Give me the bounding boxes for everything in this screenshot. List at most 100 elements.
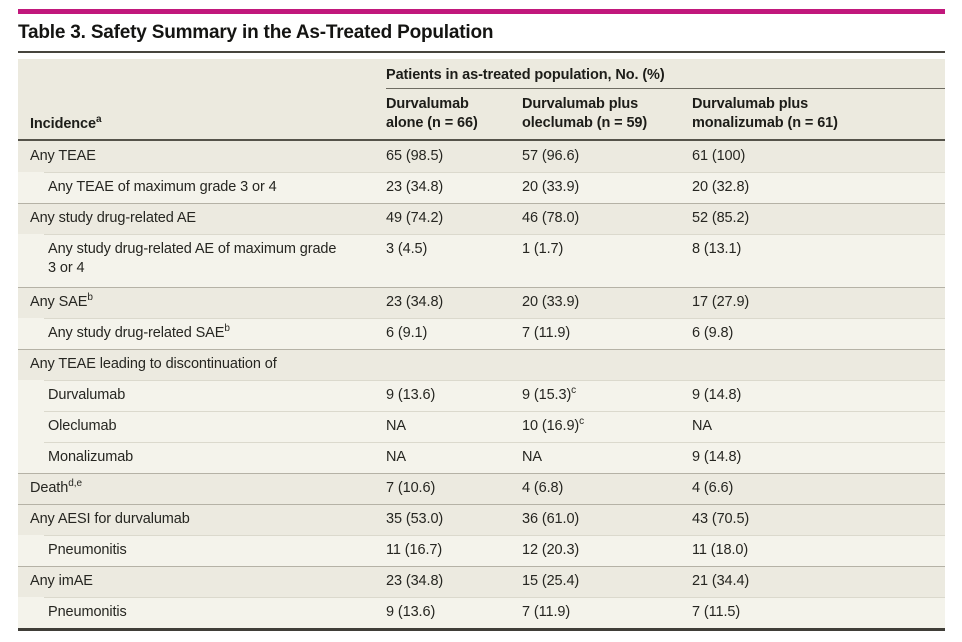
row-label: Any study drug-related AE	[30, 210, 196, 226]
cell: 20 (33.9)	[522, 294, 580, 310]
title-rule	[18, 51, 945, 53]
cell: 52 (85.2)	[692, 210, 750, 226]
footnote-marker: c	[571, 385, 577, 397]
cell: 9 (14.8)	[692, 387, 742, 403]
table-row: Any study drug-related AE 49 (74.2) 46 (…	[18, 203, 945, 234]
cell: 23 (34.8)	[386, 294, 444, 310]
table-row: Monalizumab NA NA 9 (14.8)	[18, 442, 945, 473]
table-body: Any TEAE 65 (98.5) 57 (96.6) 61 (100) An…	[18, 141, 945, 631]
cell: 7 (11.9)	[522, 604, 571, 620]
table-row: Any study drug-related AE of maximum gra…	[18, 234, 945, 287]
row-label: Durvalumab	[48, 387, 126, 403]
cell: 65 (98.5)	[386, 148, 444, 164]
cell: 11 (16.7)	[386, 542, 443, 558]
cell: 1 (1.7)	[522, 241, 564, 257]
cell: NA	[522, 449, 542, 465]
cell: NA	[692, 418, 712, 434]
table-row: Durvalumab 9 (13.6) 9 (15.3)c 9 (14.8)	[18, 380, 945, 411]
cell-text: 9 (15.3)	[522, 387, 572, 403]
cell: 4 (6.6)	[692, 480, 734, 496]
row-label: Oleclumab	[48, 418, 117, 434]
column-header-line: monalizumab (n = 61)	[692, 115, 838, 131]
column-header-durvalumab-alone: Durvalumab alone (n = 66)	[386, 95, 522, 133]
row-label: Any study drug-related SAEb	[18, 318, 386, 349]
cell: 7 (10.6)	[386, 480, 436, 496]
column-header-line: Durvalumab plus	[522, 96, 639, 112]
row-label: Any TEAE leading to discontinuation of	[30, 356, 277, 372]
table-title: Table 3. Safety Summary in the As-Treate…	[18, 22, 494, 43]
column-header-line: Durvalumab	[386, 96, 469, 112]
column-header-line: Durvalumab plus	[692, 96, 809, 112]
spanner-rule	[386, 88, 945, 89]
footnote-marker: d,e	[68, 478, 83, 490]
cell: 15 (25.4)	[522, 573, 580, 589]
table-row: Oleclumab NA 10 (16.9)c NA	[18, 411, 945, 442]
cell: 10 (16.9)c	[522, 411, 692, 442]
table-row: Any TEAE of maximum grade 3 or 4 23 (34.…	[18, 172, 945, 203]
cell	[692, 349, 945, 380]
footnote-marker: c	[579, 416, 585, 428]
table-header: Incidencea Patients in as-treated popula…	[18, 59, 945, 141]
cell: 4 (6.8)	[522, 480, 564, 496]
cell: 3 (4.5)	[386, 241, 428, 257]
row-label: Any SAEb	[18, 287, 386, 318]
table-row: Any SAEb 23 (34.8) 20 (33.9) 17 (27.9)	[18, 287, 945, 318]
cell: 49 (74.2)	[386, 210, 444, 226]
row-label-text: Any study drug-related SAE	[48, 325, 225, 341]
data-columns-header: Patients in as-treated population, No. (…	[386, 59, 945, 139]
row-label: Deathd,e	[18, 473, 386, 504]
cell: 61 (100)	[692, 148, 746, 164]
cell: 36 (61.0)	[522, 511, 580, 527]
column-headers: Durvalumab alone (n = 66) Durvalumab plu…	[386, 89, 945, 133]
cell: 12 (20.3)	[522, 542, 580, 558]
incidence-label: Incidencea	[30, 114, 102, 132]
row-label: Any TEAE of maximum grade 3 or 4	[48, 179, 277, 195]
column-header-line: oleclumab (n = 59)	[522, 115, 648, 131]
cell: 9 (13.6)	[386, 387, 436, 403]
table-row: Any imAE 23 (34.8) 15 (25.4) 21 (34.4)	[18, 566, 945, 597]
accent-bar	[18, 9, 945, 14]
row-label: Any imAE	[30, 573, 93, 589]
table-row: Any TEAE leading to discontinuation of	[18, 349, 945, 380]
cell: 11 (18.0)	[692, 542, 749, 558]
cell: 9 (15.3)c	[522, 380, 692, 411]
cell	[522, 349, 692, 380]
cell: 9 (13.6)	[386, 604, 436, 620]
footnote-marker: b	[87, 292, 93, 304]
cell: 35 (53.0)	[386, 511, 444, 527]
cell: 20 (32.8)	[692, 179, 750, 195]
cell: 20 (33.9)	[522, 179, 580, 195]
row-label: Monalizumab	[48, 449, 134, 465]
table-row: Deathd,e 7 (10.6) 4 (6.8) 4 (6.6)	[18, 473, 945, 504]
cell-text: 10 (16.9)	[522, 418, 580, 434]
row-label-text: Death	[30, 480, 69, 496]
cell: 6 (9.1)	[386, 325, 428, 341]
cell: NA	[386, 418, 406, 434]
row-label: Any study drug-related AE of maximum gra…	[48, 241, 337, 276]
table-row: Any TEAE 65 (98.5) 57 (96.6) 61 (100)	[18, 141, 945, 172]
column-header-durvalumab-oleclumab: Durvalumab plus oleclumab (n = 59)	[522, 95, 692, 133]
row-label: Pneumonitis	[48, 542, 127, 558]
footnote-marker: a	[96, 114, 102, 126]
cell: 43 (70.5)	[692, 511, 750, 527]
cell: 6 (9.8)	[692, 325, 734, 341]
column-header-line: alone (n = 66)	[386, 115, 478, 131]
cell: NA	[386, 449, 406, 465]
row-label-text: Any SAE	[30, 294, 88, 310]
cell: 23 (34.8)	[386, 179, 444, 195]
cell: 7 (11.9)	[522, 325, 571, 341]
table-row: Any AESI for durvalumab 35 (53.0) 36 (61…	[18, 504, 945, 535]
table-row: Any study drug-related SAEb 6 (9.1) 7 (1…	[18, 318, 945, 349]
footnote-marker: b	[224, 323, 230, 335]
table-row: Pneumonitis 9 (13.6) 7 (11.9) 7 (11.5)	[18, 597, 945, 628]
row-label: Any AESI for durvalumab	[30, 511, 190, 527]
column-header-durvalumab-monalizumab: Durvalumab plus monalizumab (n = 61)	[692, 95, 945, 133]
cell	[386, 349, 522, 380]
cell: 57 (96.6)	[522, 148, 580, 164]
column-spanner: Patients in as-treated population, No. (…	[386, 67, 665, 83]
cell: 23 (34.8)	[386, 573, 444, 589]
safety-summary-table: Incidencea Patients in as-treated popula…	[18, 59, 945, 631]
row-label: Pneumonitis	[48, 604, 127, 620]
incidence-column-header: Incidencea	[18, 59, 386, 139]
